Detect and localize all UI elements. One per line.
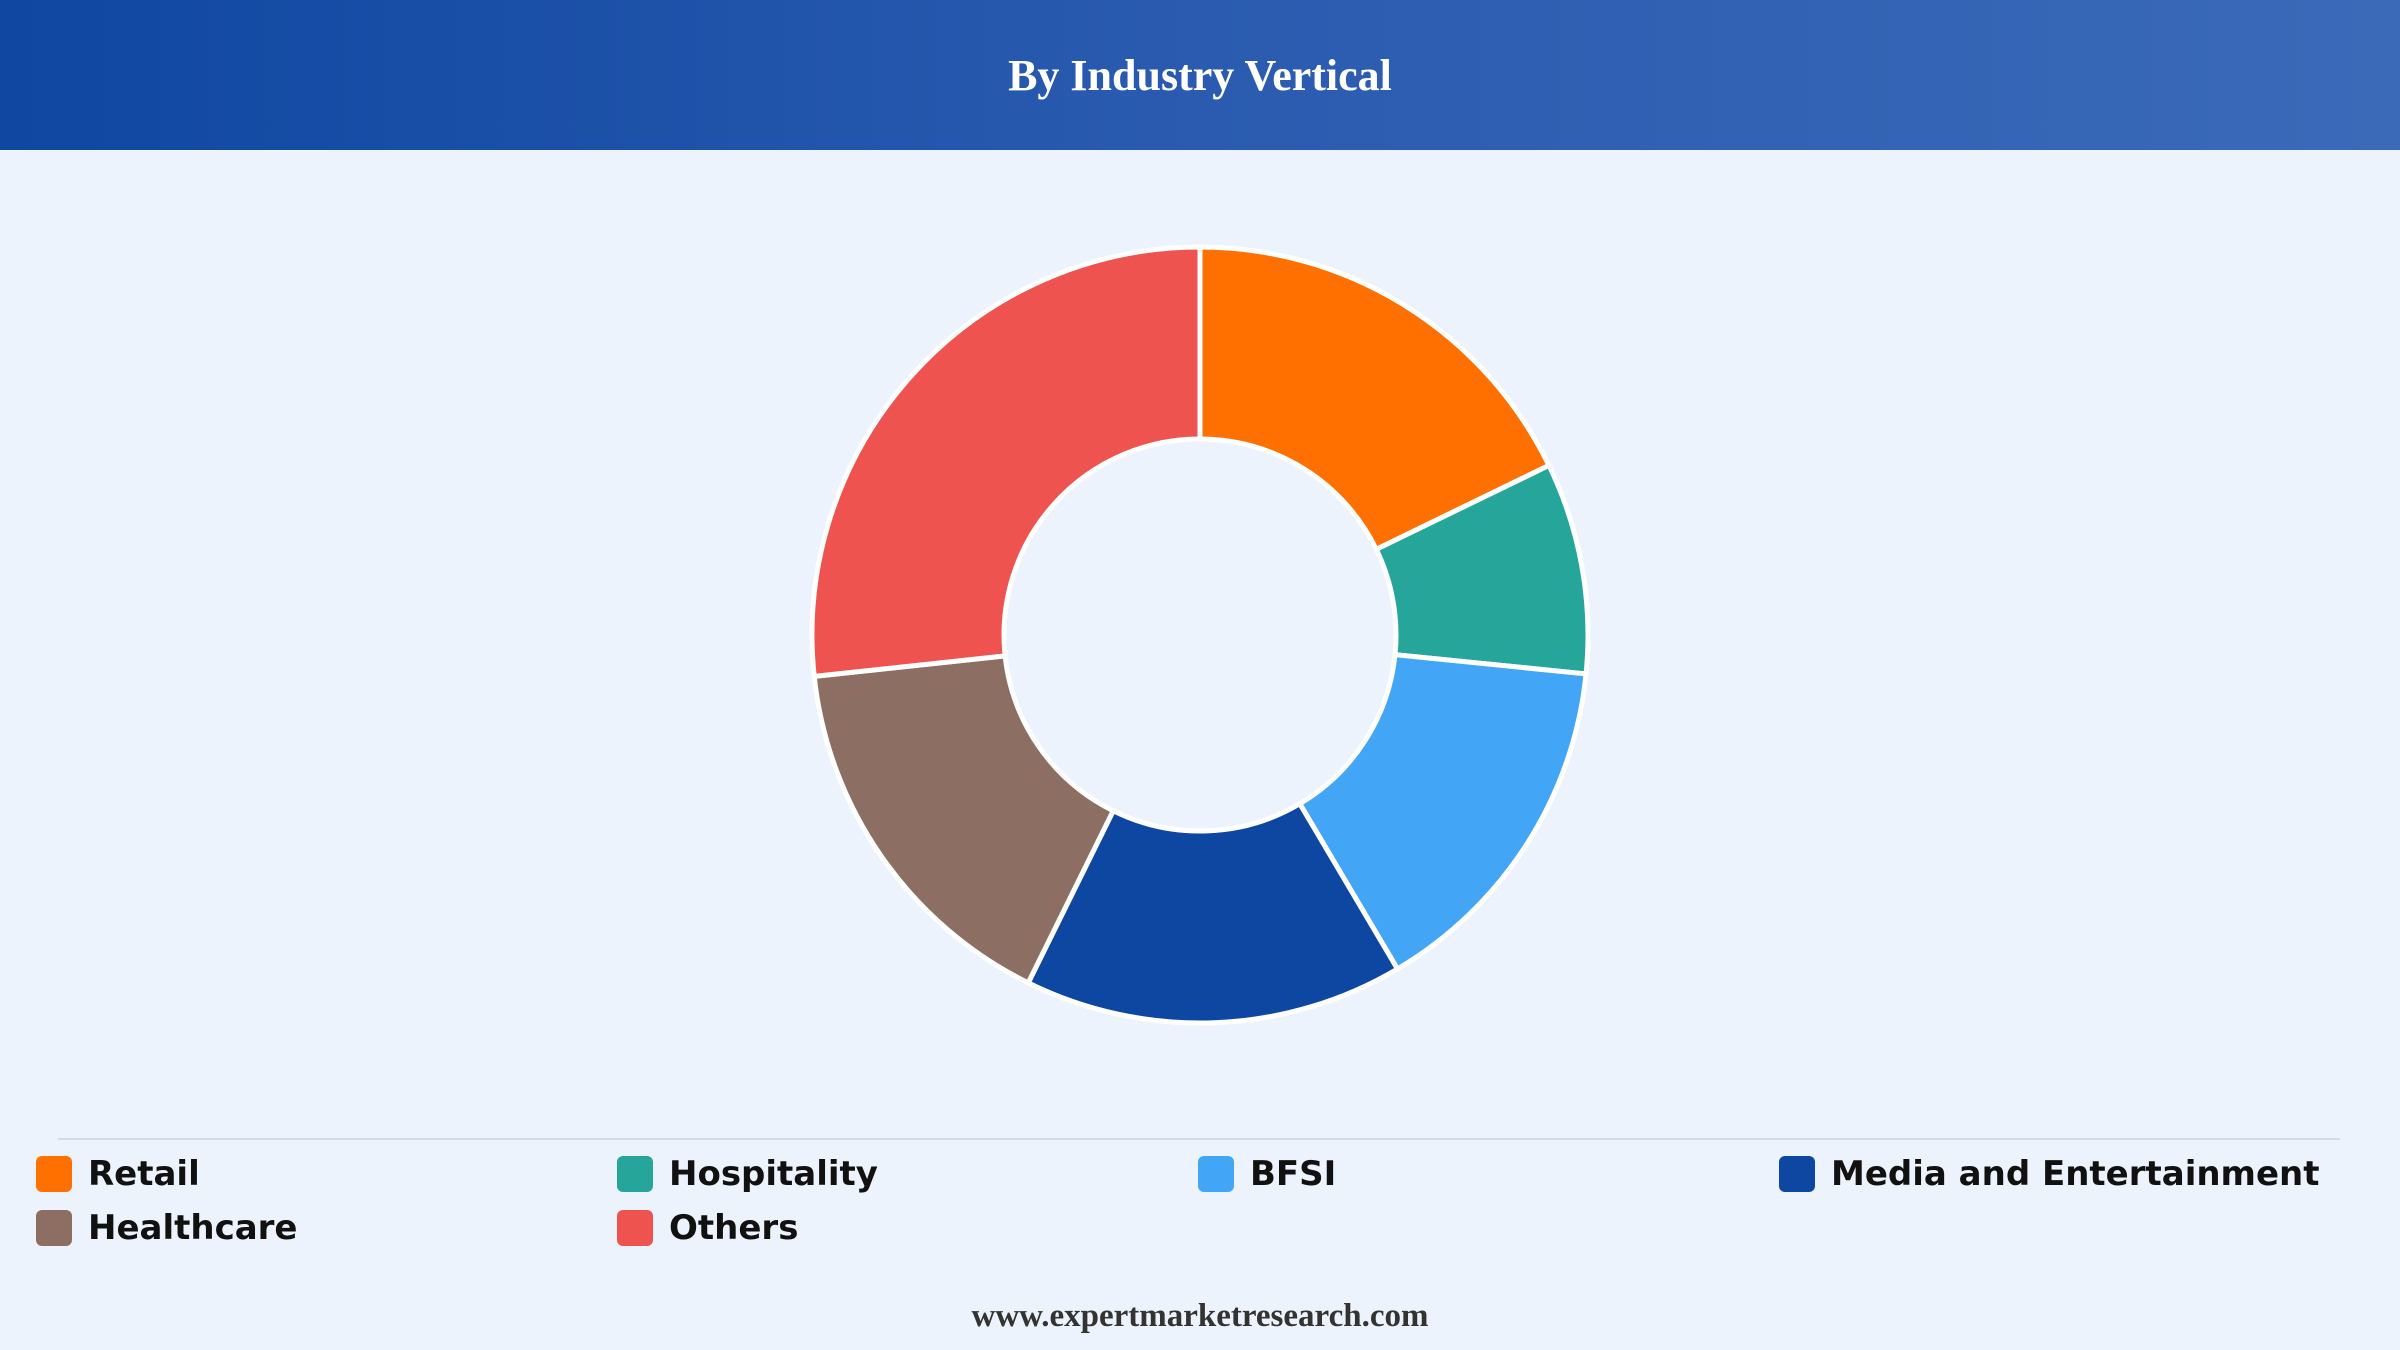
chart-header: By Industry Vertical — [0, 0, 2400, 150]
legend-swatch — [617, 1156, 653, 1192]
legend-swatch — [1198, 1156, 1234, 1192]
donut-slice-others[interactable] — [809, 244, 1203, 679]
legend-item[interactable]: Retail — [36, 1154, 617, 1194]
legend-label: Retail — [88, 1154, 200, 1194]
legend-swatch — [36, 1156, 72, 1192]
legend-item[interactable]: BFSI — [1198, 1154, 1779, 1194]
donut-slice-healthcare[interactable] — [811, 653, 1116, 986]
legend-item[interactable]: Healthcare — [36, 1208, 617, 1248]
chart-legend: Retail Hospitality BFSI Media and Entertain… — [36, 1154, 2364, 1248]
chart-title: By Industry Vertical — [1008, 50, 1392, 100]
legend-divider — [58, 1138, 2340, 1140]
legend-swatch — [1779, 1156, 1815, 1192]
donut-slice-bfsi[interactable] — [1297, 652, 1589, 972]
legend-swatch — [617, 1210, 653, 1246]
legend-label: Healthcare — [88, 1208, 298, 1248]
legend-item[interactable]: Media and Entertainment — [1779, 1154, 2360, 1194]
legend-swatch — [36, 1210, 72, 1246]
donut-slice-retail[interactable] — [1197, 244, 1552, 552]
donut-slice-media-and-entertainment[interactable] — [1025, 801, 1401, 1026]
legend-label: BFSI — [1250, 1154, 1337, 1194]
legend-label: Hospitality — [669, 1154, 878, 1194]
donut-chart — [809, 244, 1591, 1026]
source-website: www.expertmarketresearch.com — [971, 1298, 1429, 1334]
legend-item[interactable]: Hospitality — [617, 1154, 1198, 1194]
legend-label: Media and Entertainment — [1831, 1154, 2320, 1194]
legend-item[interactable]: Others — [617, 1208, 1198, 1248]
legend-label: Others — [669, 1208, 799, 1248]
